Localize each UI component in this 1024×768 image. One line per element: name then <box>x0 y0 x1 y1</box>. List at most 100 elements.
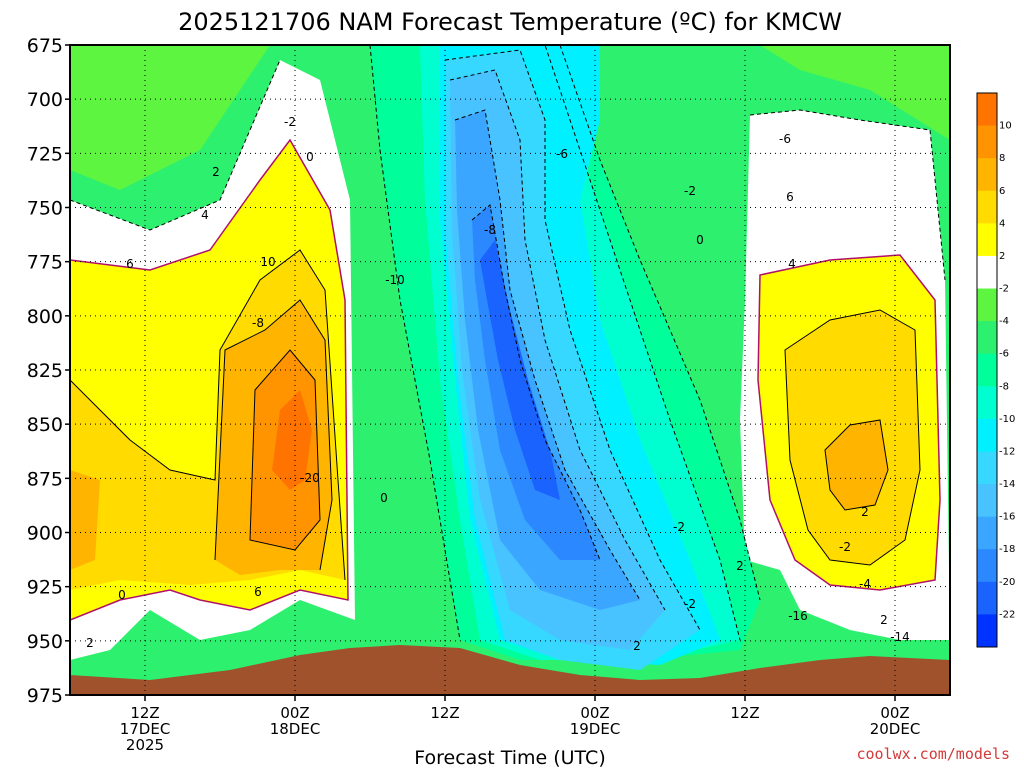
contour-label: -14 <box>890 630 910 644</box>
colorbar-swatch <box>977 386 997 420</box>
colorbar-tick-label: 8 <box>999 153 1005 164</box>
colorbar-tick-label: -6 <box>999 349 1009 360</box>
colorbar-swatch <box>977 418 997 452</box>
colorbar-tick-label: -12 <box>999 446 1015 457</box>
x-tick-label: 18DEC <box>270 720 321 738</box>
colorbar-swatch <box>977 451 997 485</box>
contour-minus14 <box>444 49 701 631</box>
contour-label: 10 <box>260 255 275 269</box>
colorbar-tick-label: -22 <box>999 609 1015 620</box>
x-tick-label: 00Z <box>580 704 609 722</box>
colorbar-swatch <box>977 484 997 518</box>
colorbar-tick-label: 10 <box>999 121 1012 132</box>
contour-label: 2 <box>880 613 888 627</box>
field-plus6-right <box>825 420 888 510</box>
contour-label: -2 <box>673 520 685 534</box>
colorbar-frame <box>976 92 998 648</box>
x-axis-label: Forecast Time (UTC) <box>414 747 605 768</box>
contour-label: 2 <box>736 559 744 573</box>
contour-label: 0 <box>696 233 704 247</box>
contour-field <box>70 45 950 695</box>
contour-label: 6 <box>254 585 262 599</box>
colorbar-swatch <box>977 516 997 550</box>
colorbar-tick-label: -18 <box>999 544 1015 555</box>
y-tick-label: 700 <box>27 89 63 111</box>
contour-minus8-left <box>369 45 461 641</box>
contour-label: 4 <box>788 257 796 271</box>
colorbar-swatch <box>977 223 997 257</box>
colorbar-swatch <box>977 93 997 127</box>
x-tick-label: 00Z <box>880 704 909 722</box>
terrain-ground <box>70 645 950 695</box>
dashed-contours <box>70 45 946 641</box>
contour-plus4-left <box>70 249 346 581</box>
contour-label: -2 <box>684 184 696 198</box>
x-tick-label: 12Z <box>730 704 759 722</box>
colorbar-tick-label: -10 <box>999 414 1015 425</box>
contour-minus2-right <box>749 109 946 281</box>
y-tick-label: 850 <box>27 414 63 436</box>
colorbar-swatch <box>977 125 997 159</box>
colorbar-tick-label: -8 <box>999 381 1009 392</box>
contour-minus20 <box>471 204 601 561</box>
colorbar-tick-label: 4 <box>999 218 1005 229</box>
colorbar-swatch <box>977 353 997 387</box>
contour-label: 2 <box>86 636 94 650</box>
y-tick-label: 725 <box>27 143 63 165</box>
x-tick-label: 12Z <box>430 704 459 722</box>
colorbar-tick-label: -14 <box>999 479 1015 490</box>
x-tick-label: 20DEC <box>870 720 921 738</box>
colorbar-swatch <box>977 288 997 322</box>
contour-label: -2 <box>284 115 296 129</box>
colorbar-swatch <box>977 549 997 583</box>
contour-label: -4 <box>859 577 871 591</box>
contour-label: 6 <box>786 190 794 204</box>
contour-label: -8 <box>252 316 264 330</box>
colorbar-swatch <box>977 255 997 290</box>
colorbar-tick-label: 6 <box>999 186 1005 197</box>
colorbar-tick-label: -4 <box>999 316 1009 327</box>
y-tick-label: 900 <box>27 523 63 545</box>
colorbar-swatch <box>977 190 997 224</box>
field-minus18 <box>455 110 640 610</box>
contour-minus8-right <box>559 45 761 601</box>
y-tick-label: 750 <box>27 198 63 220</box>
colorbar-tick-label: 2 <box>999 251 1005 262</box>
credit-link[interactable]: coolwx.com/models <box>856 745 1010 763</box>
zero-contours <box>70 138 941 621</box>
y-axis: 675 700 725 750 775 800 825 850 875 900 925 950 975 <box>27 35 70 707</box>
y-tick-label: 950 <box>27 631 63 653</box>
contour-label: -2 <box>684 597 696 611</box>
contour-label: 0 <box>118 588 126 602</box>
y-tick-label: 825 <box>27 360 63 382</box>
y-tick-label: 800 <box>27 306 63 328</box>
field-minus4-top <box>70 45 950 140</box>
contour-minus18 <box>454 109 641 601</box>
contour-lines <box>70 249 921 581</box>
y-tick-label: 675 <box>27 35 63 57</box>
contour-plus4-right <box>784 309 921 566</box>
x-tick-label: 2025 <box>126 736 164 754</box>
colorbar: 10 8 6 4 2 -2 -4 -6 -8 -10 -12 -14 -16 -18 -20 -22 <box>976 92 1015 648</box>
contour-label: -6 <box>556 147 568 161</box>
contour-label: 2 <box>212 165 220 179</box>
contour-label: -10 <box>385 273 405 287</box>
x-tick-label: 17DEC <box>120 720 171 738</box>
contour-label: 2 <box>633 639 641 653</box>
contour-label: -20 <box>300 471 320 485</box>
contour-plus6-left <box>214 299 333 571</box>
contour-label: -2 <box>839 540 851 554</box>
contour-label: -6 <box>779 132 791 146</box>
chart-title: 2025121706 NAM Forecast Temperature (ºC)… <box>178 8 842 36</box>
x-tick-label: 12Z <box>130 704 159 722</box>
contour-label: -16 <box>788 609 808 623</box>
contour-minus2-left <box>70 59 281 231</box>
contour-plus2-right <box>757 254 941 591</box>
colorbar-swatch <box>977 158 997 192</box>
y-tick-label: 975 <box>27 685 63 707</box>
colorbar-swatch <box>977 321 997 355</box>
x-tick-label: 19DEC <box>570 720 621 738</box>
field-plus6-edge <box>70 470 100 570</box>
